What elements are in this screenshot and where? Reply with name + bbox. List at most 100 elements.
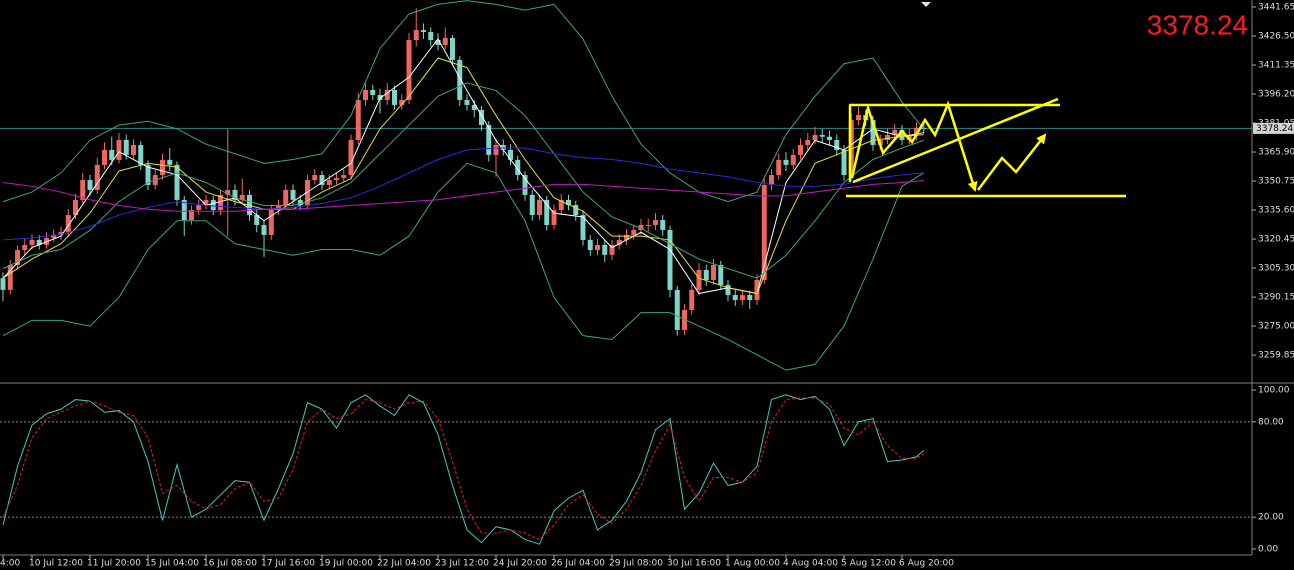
candle-body: [442, 37, 448, 45]
x-tick-label: 23 Jul 12:00: [435, 559, 489, 569]
candle-body: [870, 120, 876, 145]
y-tick-label: 3320.45: [1258, 235, 1294, 245]
candle-body: [326, 179, 332, 185]
current-price-tag: [1253, 122, 1294, 134]
trend-drawings: [846, 97, 1126, 198]
candle-body: [355, 99, 361, 140]
candle-body: [145, 164, 151, 185]
candle-body: [36, 239, 42, 245]
indicator-line: [2, 82, 924, 279]
candle-body: [297, 199, 303, 206]
candle-body: [283, 189, 289, 206]
candle-body: [51, 234, 57, 239]
candle-body: [551, 210, 557, 225]
y-tick-label: 20.00: [1258, 513, 1284, 523]
candle-body: [80, 179, 86, 200]
candle-body: [218, 194, 223, 211]
candle-body: [819, 134, 825, 137]
x-tick-label: 24 Jul 20:00: [493, 559, 547, 569]
candle-body: [798, 144, 803, 155]
candle-body: [196, 205, 202, 211]
candle-body: [696, 269, 702, 290]
candle-body: [653, 220, 658, 225]
candle-body: [529, 194, 535, 216]
candle-body: [725, 284, 731, 296]
candle-body: [558, 199, 564, 211]
x-tick-label: 4:00: [0, 559, 20, 569]
y-tick-label: 100.00: [1258, 386, 1290, 396]
projected-path: [850, 100, 978, 192]
candle-body: [500, 144, 506, 150]
candle-body: [413, 30, 419, 41]
candle-body: [29, 239, 35, 245]
candle-body: [834, 139, 840, 150]
candle-body: [638, 224, 644, 230]
candle-body: [58, 232, 64, 235]
candle-body: [674, 289, 680, 330]
candle-body: [631, 229, 637, 235]
candle-body: [508, 149, 513, 160]
candle-body: [363, 89, 368, 100]
candle-body: [312, 175, 318, 180]
candle-body: [123, 139, 129, 155]
candle-body: [203, 199, 209, 206]
candle-body: [914, 127, 919, 135]
candle-body: [457, 59, 463, 100]
candle-body: [384, 89, 390, 100]
candle-body: [319, 175, 325, 185]
oscillator-line: [2, 394, 925, 545]
candle-body: [428, 31, 434, 41]
candle-body: [421, 30, 426, 32]
candle-body: [131, 144, 136, 155]
candle-body: [486, 125, 492, 155]
candle-body: [471, 104, 477, 110]
candle-body: [167, 159, 173, 165]
candle-body: [7, 265, 13, 290]
candle-body: [609, 244, 615, 255]
candle-body: [624, 234, 629, 240]
candle-body: [73, 199, 78, 216]
y-tick-label: 3305.30: [1258, 264, 1294, 274]
current-price-label: 3378.24: [1256, 124, 1293, 134]
x-tick-label: 4 Aug 04:00: [783, 559, 838, 569]
candle-body: [464, 99, 470, 105]
y-tick-label: 3411.35: [1258, 61, 1294, 71]
indicator-line: [2, 37, 924, 295]
candle-body: [885, 134, 890, 140]
candle-body: [254, 215, 260, 225]
candle-body: [856, 115, 861, 121]
candle-body: [783, 159, 789, 165]
indicator-line: [2, 180, 924, 212]
candle-body: [544, 199, 550, 225]
candle-body: [116, 139, 122, 160]
candle-body: [138, 144, 144, 165]
y-tick-label: 0.00: [1258, 544, 1278, 554]
y-tick-label: 3275.00: [1258, 322, 1294, 332]
candle-body: [406, 40, 412, 100]
candle-body: [392, 89, 397, 105]
candle-body: [22, 244, 28, 251]
candle-body: [261, 224, 267, 235]
candle-body: [812, 134, 818, 140]
x-tick-label: 19 Jul 00:00: [319, 559, 373, 569]
candle-body: [334, 178, 339, 180]
x-tick-label: 30 Jul 16:00: [667, 559, 721, 569]
x-tick-label: 17 Jul 16:00: [261, 559, 315, 569]
candle-body: [790, 154, 796, 165]
candle-body: [754, 279, 760, 301]
candle-body: [827, 136, 832, 140]
candle-body: [493, 144, 499, 155]
projected-path: [977, 133, 1047, 191]
candle-body: [522, 175, 528, 195]
candle-body: [370, 89, 376, 95]
candle-body: [682, 310, 687, 330]
candle-body: [776, 159, 782, 176]
candle-body: [595, 244, 600, 251]
y-tick-label: 3290.15: [1258, 293, 1294, 303]
candle-body: [435, 40, 441, 45]
candle-body: [587, 239, 593, 251]
candle-body: [239, 194, 245, 200]
candle-body: [15, 250, 20, 266]
